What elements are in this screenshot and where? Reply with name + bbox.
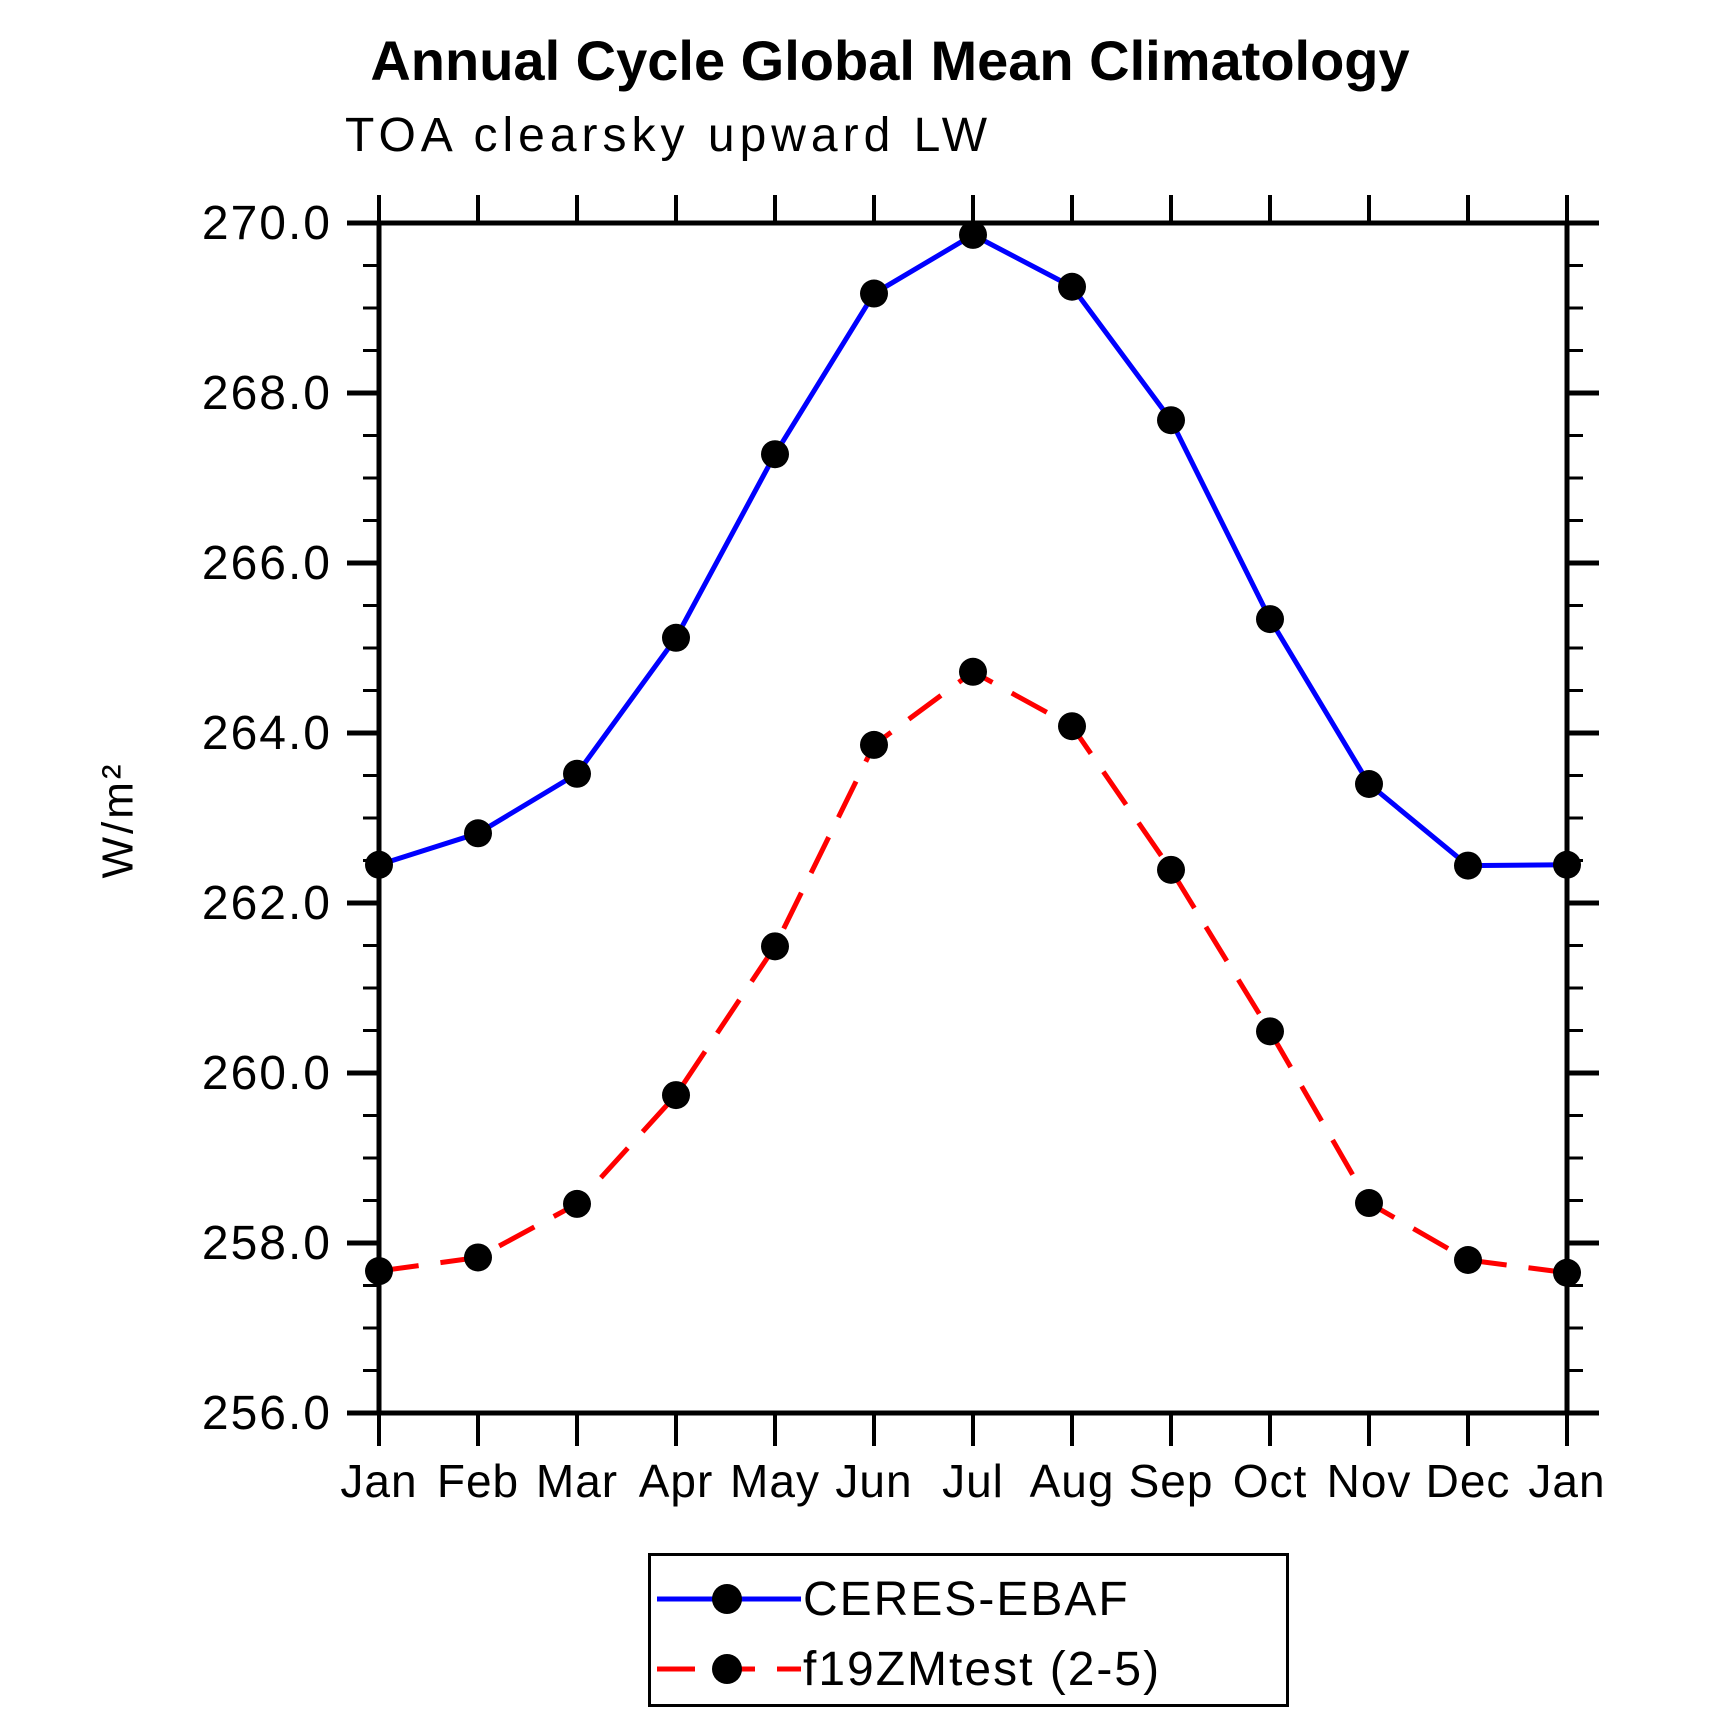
x-tick-label: Aug xyxy=(1030,1455,1115,1507)
y-tick-label: 270.0 xyxy=(202,197,332,250)
data-point xyxy=(1355,770,1383,798)
y-tick-label: 260.0 xyxy=(202,1047,332,1100)
legend-label: CERES-EBAF xyxy=(803,1572,1130,1626)
x-tick-label: Feb xyxy=(437,1455,519,1507)
x-tick-label: May xyxy=(730,1455,820,1507)
x-tick-label: Jul xyxy=(942,1455,1004,1507)
data-point xyxy=(1355,1189,1383,1218)
data-point xyxy=(662,623,690,652)
x-tick-label: Dec xyxy=(1426,1455,1511,1507)
legend-entry-ceres-ebaf: CERES-EBAF xyxy=(655,1572,1130,1626)
y-tick-label: 268.0 xyxy=(202,367,332,420)
y-tick-label: 256.0 xyxy=(202,1387,332,1440)
data-point xyxy=(1058,712,1086,741)
legend: CERES-EBAF f19ZMtest (2-5) xyxy=(648,1553,1289,1707)
x-tick-label: Mar xyxy=(536,1455,618,1507)
plot-frame xyxy=(376,220,1570,1416)
data-point xyxy=(563,759,591,788)
y-tick-label: 258.0 xyxy=(202,1217,332,1270)
x-tick-label: Jan xyxy=(1528,1455,1605,1507)
data-point xyxy=(464,819,492,848)
data-point xyxy=(761,932,789,961)
y-axis-title: W/m² xyxy=(93,761,143,879)
data-point xyxy=(959,657,987,686)
data-point xyxy=(365,1257,393,1286)
data-point xyxy=(1454,851,1482,880)
y-tick-label: 264.0 xyxy=(202,707,332,760)
data-point xyxy=(860,279,888,308)
x-tick-label: Jan xyxy=(340,1455,417,1507)
chart-title: Annual Cycle Global Mean Climatology xyxy=(370,29,1410,92)
x-tick-label: Oct xyxy=(1233,1455,1308,1507)
data-point xyxy=(1454,1246,1482,1274)
data-point xyxy=(860,730,888,759)
data-point xyxy=(662,1081,690,1110)
data-point xyxy=(563,1189,591,1218)
data-point xyxy=(365,850,393,879)
data-point xyxy=(959,220,987,249)
chart-subtitle: TOA clearsky upward LW xyxy=(345,109,993,162)
y-tick-label: 266.0 xyxy=(202,537,332,590)
data-point xyxy=(1256,1017,1284,1046)
x-tick-label: Jun xyxy=(835,1455,912,1507)
x-tick-label: Sep xyxy=(1129,1455,1214,1507)
series-line-ceres-ebaf xyxy=(378,232,1568,869)
legend-line-sample-solid xyxy=(657,1584,801,1614)
data-point xyxy=(1256,605,1284,634)
data-point xyxy=(1157,406,1185,435)
x-tick-label: Nov xyxy=(1327,1455,1412,1507)
data-point xyxy=(1157,855,1185,884)
data-point xyxy=(1553,1258,1581,1287)
legend-label: f19ZMtest (2-5) xyxy=(803,1642,1162,1696)
legend-line-sample-dashed xyxy=(657,1654,801,1684)
data-point xyxy=(464,1243,492,1272)
legend-entry-f19zmtest: f19ZMtest (2-5) xyxy=(655,1642,1162,1696)
data-point xyxy=(761,440,789,469)
y-tick-label: 262.0 xyxy=(202,877,332,930)
data-point xyxy=(1058,272,1086,301)
series-line-f19zmtest-2-5- xyxy=(378,668,1568,1276)
data-point xyxy=(1553,850,1581,879)
x-tick-label: Apr xyxy=(639,1455,714,1507)
